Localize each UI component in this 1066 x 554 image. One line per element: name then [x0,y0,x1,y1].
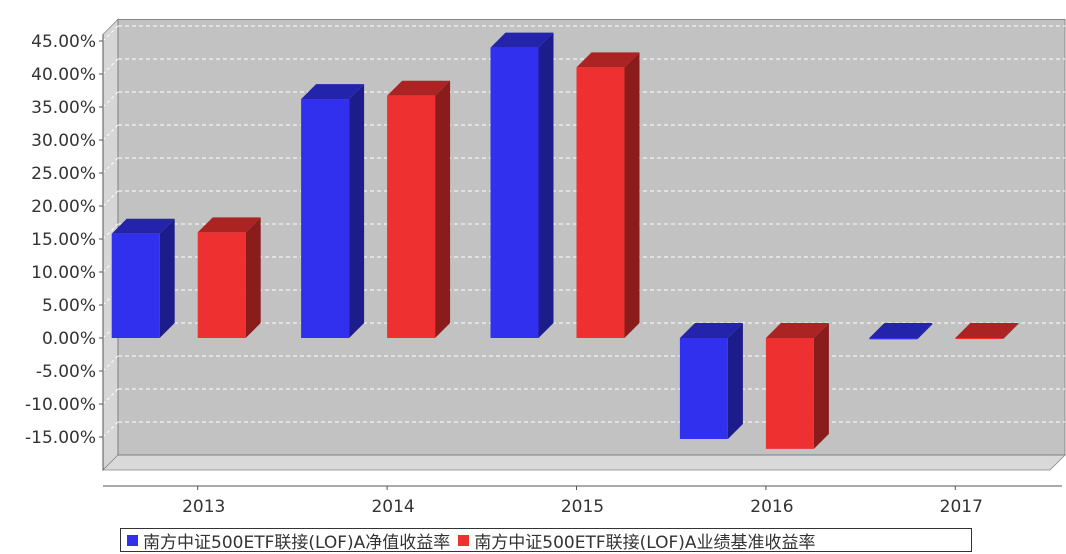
bar-top [301,84,365,100]
legend-item-nav-return: 南方中证500ETF联接(LOF)A净值收益率 [127,528,450,553]
y-tick-label: 15.00% [31,230,96,250]
legend-swatch-benchmark-return [458,534,470,546]
legend: 南方中证500ETF联接(LOF)A净值收益率 南方中证500ETF联接(LOF… [120,528,972,553]
bar [111,233,160,338]
bar-top [765,323,829,338]
bar [765,338,814,449]
bar [955,338,1004,339]
y-tick-label: -15.00% [25,428,96,448]
bar-top [111,218,175,234]
x-tick-label: 2013 [182,497,225,517]
y-tick-label: -5.00% [36,362,96,382]
legend-label-nav-return: 南方中证500ETF联接(LOF)A净值收益率 [143,532,451,553]
plot-floor [102,454,1066,471]
bar-top [490,32,554,48]
bar [679,338,728,439]
bar-side [813,323,829,449]
bar [387,95,436,338]
bar [197,232,246,338]
bar-top [869,323,933,338]
bar [490,47,539,338]
bar-top [197,217,261,233]
bar [301,99,350,338]
x-tick-label: 2016 [750,497,793,517]
bar-top [955,323,1019,338]
y-tick-label: 5.00% [42,296,96,316]
bar-chart: 45.00% 40.00% 35.00% 30.00% 25.00% 20.00% 15.0… [25,18,1066,517]
bar-side [159,218,175,338]
y-tick-label: 25.00% [31,164,96,184]
y-tick-label: 45.00% [31,32,96,52]
x-tick-label: 2014 [371,497,414,517]
bar [869,338,918,340]
gridlines [102,25,1065,438]
y-tick-label: 30.00% [31,131,96,151]
bar-side [1003,323,1019,339]
y-tick-label: 0.00% [42,329,96,349]
legend-swatch-nav-return [127,534,138,546]
bars [111,32,1019,449]
y-tick-label: -10.00% [25,395,96,415]
bar-side [917,323,933,340]
x-axis-ticks: 2013 2014 2015 2016 2017 [182,486,983,517]
bar [576,67,625,339]
y-axis-ticks: 45.00% 40.00% 35.00% 30.00% 25.00% 20.00% 15.0… [25,32,103,448]
y-tick-label: 40.00% [31,65,96,85]
bar-side [538,32,554,338]
bar-side [349,84,365,338]
x-tick-label: 2017 [940,497,983,517]
bar-top [576,52,640,68]
bar-side [435,80,451,338]
x-tick-label: 2015 [561,497,604,517]
y-tick-label: 10.00% [31,263,96,283]
y-tick-label: 35.00% [31,98,96,118]
bar-top [679,323,743,338]
bar-side [245,217,261,338]
bar-side [624,52,640,339]
bar-top [387,80,451,96]
legend-label-benchmark-return: 南方中证500ETF联接(LOF)A业绩基准收益率 [474,532,816,553]
y-tick-label: 20.00% [31,197,96,217]
bar-side [727,323,743,439]
legend-item-benchmark-return: 南方中证500ETF联接(LOF)A业绩基准收益率 [458,528,816,553]
